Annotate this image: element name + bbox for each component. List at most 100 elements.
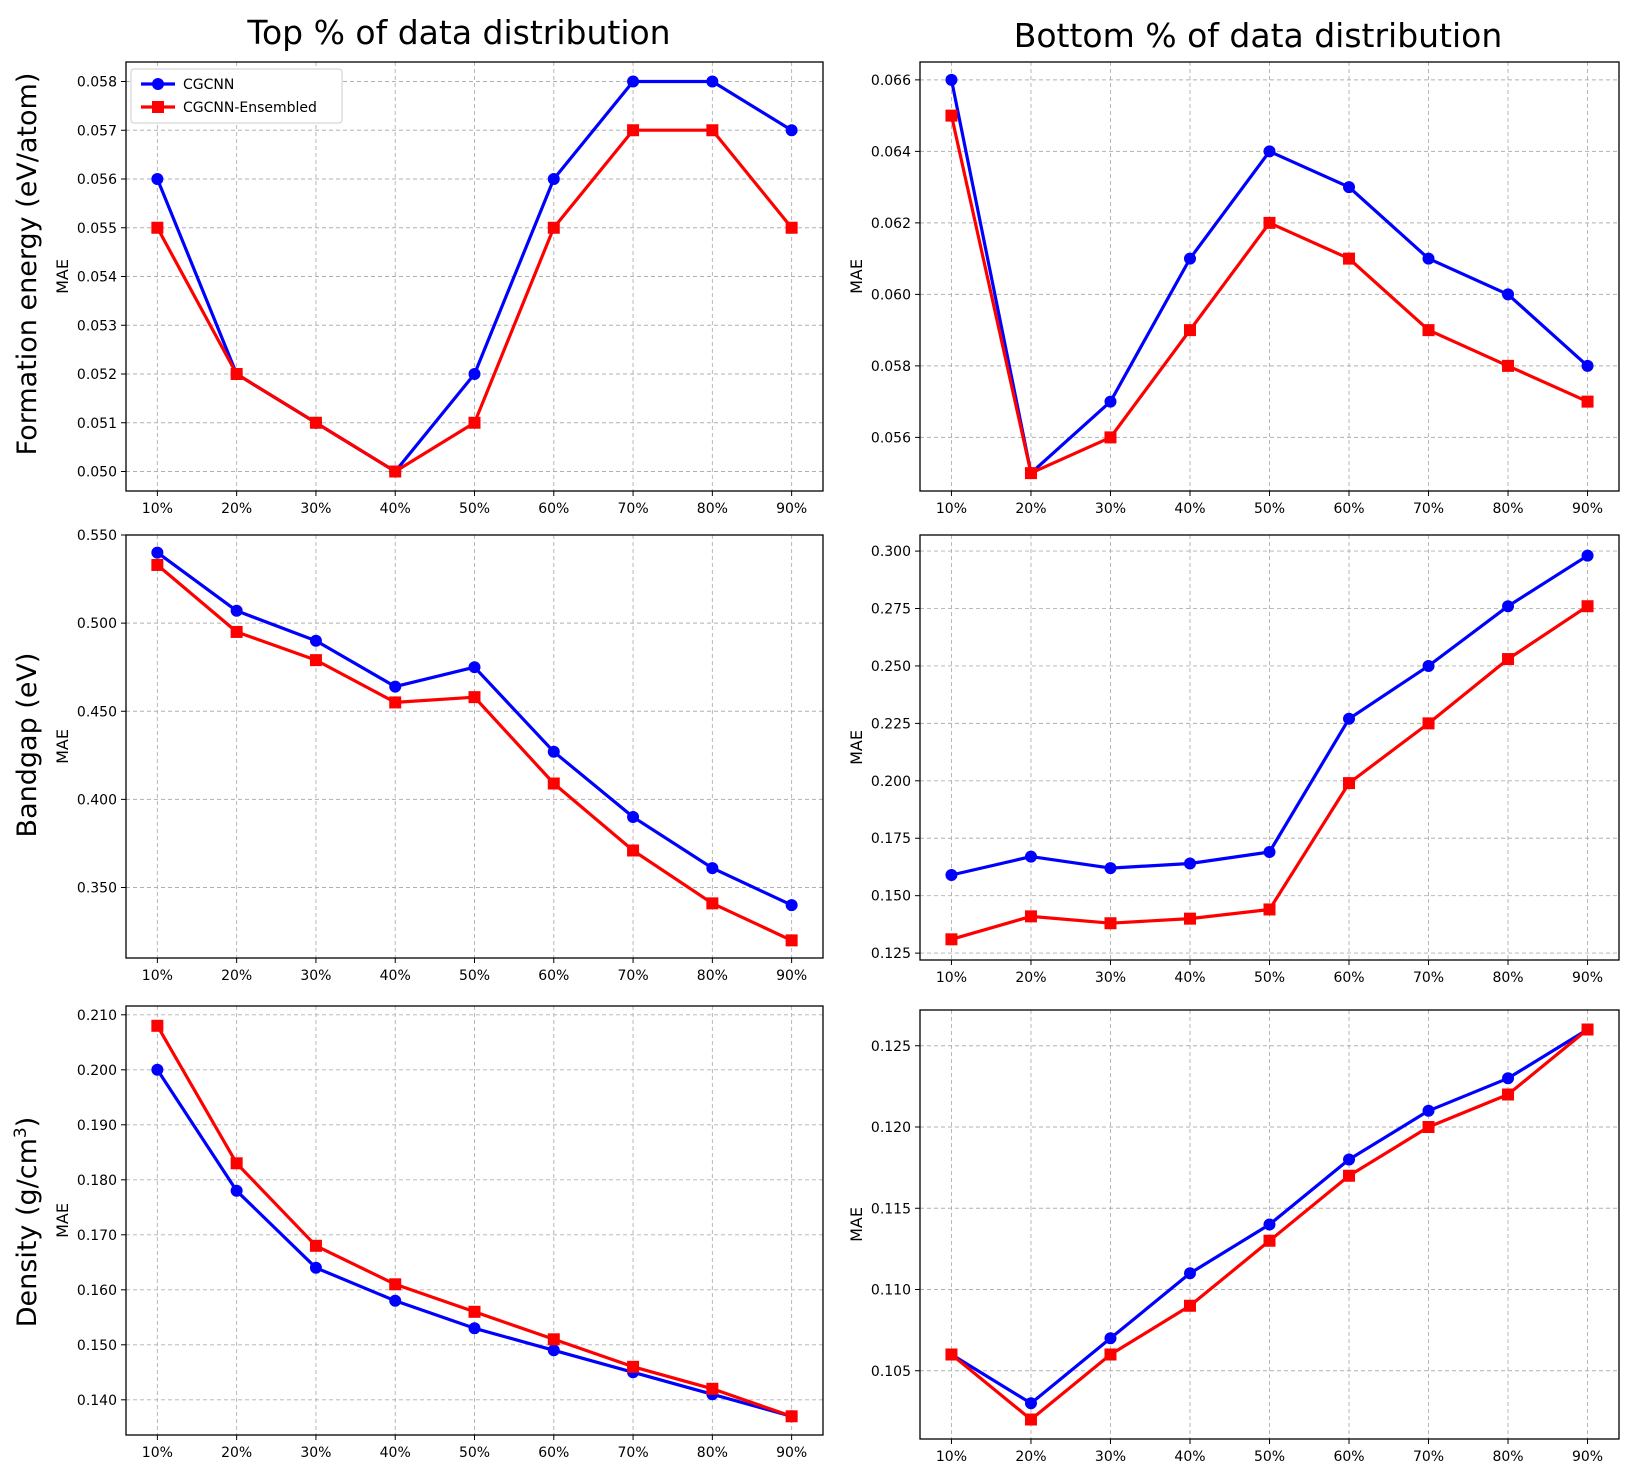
- marker-cgcnn-ensembled: [1263, 1234, 1276, 1247]
- marker-cgcnn: [1581, 359, 1594, 372]
- y-tick-label: 0.450: [77, 704, 117, 720]
- marker-cgcnn-ensembled: [706, 124, 719, 137]
- x-tick-label: 70%: [618, 968, 649, 984]
- marker-cgcnn-ensembled: [1263, 216, 1276, 229]
- marker-cgcnn-ensembled: [1183, 324, 1196, 337]
- marker-cgcnn-ensembled: [309, 416, 322, 429]
- marker-cgcnn-ensembled: [1263, 903, 1276, 916]
- marker-cgcnn: [309, 1261, 322, 1274]
- panel-r0-c1: 10% 20% 30% 40% 50% 60% 70% 80% 90% 0.056 0.058 0.0…: [847, 61, 1620, 517]
- y-tick-label: 0.140: [77, 1393, 117, 1409]
- x-tick-label: 10%: [142, 968, 173, 984]
- x-tick-label: 30%: [1095, 501, 1126, 517]
- marker-cgcnn: [1183, 252, 1196, 265]
- marker-cgcnn: [706, 862, 719, 875]
- marker-cgcnn: [151, 546, 164, 559]
- marker-cgcnn-ensembled: [945, 1348, 958, 1361]
- marker-cgcnn-ensembled: [151, 1019, 164, 1032]
- x-tick-label: 60%: [538, 501, 569, 517]
- x-tick-label: 40%: [1174, 970, 1205, 986]
- y-axis-label: MAE: [53, 1203, 72, 1238]
- marker-cgcnn-ensembled: [151, 558, 164, 571]
- y-tick-label: 0.550: [77, 528, 117, 544]
- x-tick-label: 90%: [776, 1445, 807, 1461]
- marker-cgcnn-ensembled: [945, 109, 958, 122]
- x-tick-label: 30%: [300, 968, 331, 984]
- x-tick-label: 70%: [618, 501, 649, 517]
- row-label-density: Density (g/cm3): [11, 1117, 43, 1328]
- x-tick-label: 40%: [380, 968, 411, 984]
- marker-cgcnn-ensembled: [1024, 910, 1037, 923]
- x-tick-label: 70%: [618, 1445, 649, 1461]
- y-tick-label: 0.175: [871, 831, 911, 847]
- y-tick-label: 0.180: [77, 1173, 117, 1189]
- marker-cgcnn-ensembled: [1104, 431, 1117, 444]
- panel-r2-c0: 10% 20% 30% 40% 50% 60% 70% 80% 90% 0.140 0.150 0.1…: [53, 1005, 824, 1461]
- marker-cgcnn-ensembled: [1581, 1023, 1594, 1036]
- y-tick-label: 0.053: [77, 318, 117, 334]
- legend-label-cgcnn-ensembled: CGCNN-Ensembled: [183, 100, 317, 116]
- marker-cgcnn: [945, 73, 958, 86]
- marker-cgcnn: [1422, 252, 1435, 265]
- y-tick-label: 0.054: [77, 270, 117, 286]
- x-tick-label: 10%: [142, 1445, 173, 1461]
- row-label-density-text: Density (g/cm: [12, 1138, 43, 1327]
- panel-r1-c1: 10% 20% 30% 40% 50% 60% 70% 80% 90% 0.125 0.150 0.1…: [847, 534, 1620, 986]
- legend-marker-cgcnn: [152, 78, 164, 90]
- marker-cgcnn-ensembled: [230, 368, 243, 380]
- marker-cgcnn: [547, 745, 560, 758]
- row-label-bandgap: Bandgap (eV): [12, 653, 43, 838]
- y-tick-label: 0.066: [871, 73, 911, 89]
- marker-cgcnn-ensembled: [627, 124, 640, 137]
- x-tick-label: 50%: [1254, 501, 1285, 517]
- y-tick-label: 0.125: [871, 1039, 911, 1055]
- marker-cgcnn: [151, 1063, 164, 1076]
- x-tick-label: 10%: [936, 1449, 967, 1465]
- y-tick-label: 0.200: [77, 1063, 117, 1079]
- x-tick-label: 80%: [697, 968, 728, 984]
- y-tick-label: 0.250: [871, 659, 911, 675]
- marker-cgcnn: [151, 173, 164, 185]
- y-axis-label: MAE: [847, 1207, 866, 1242]
- marker-cgcnn: [627, 75, 640, 88]
- y-tick-label: 0.125: [871, 946, 911, 962]
- x-tick-label: 20%: [1015, 501, 1046, 517]
- y-axis-label: MAE: [53, 259, 72, 294]
- legend-label-cgcnn: CGCNN: [183, 77, 234, 93]
- marker-cgcnn: [468, 1322, 481, 1335]
- x-tick-label: 50%: [1254, 1449, 1285, 1465]
- marker-cgcnn-ensembled: [547, 221, 560, 234]
- marker-cgcnn: [1024, 850, 1037, 863]
- marker-cgcnn-ensembled: [1502, 359, 1515, 372]
- y-tick-label: 0.057: [77, 123, 117, 139]
- x-tick-label: 60%: [538, 968, 569, 984]
- marker-cgcnn-ensembled: [1422, 717, 1435, 730]
- y-tick-label: 0.115: [871, 1201, 911, 1217]
- x-tick-label: 90%: [776, 968, 807, 984]
- x-tick-label: 80%: [697, 1445, 728, 1461]
- legend-box: [130, 68, 343, 124]
- marker-cgcnn: [1263, 1218, 1276, 1231]
- row-label-density-sup: 3: [11, 1127, 31, 1138]
- x-tick-label: 60%: [538, 1445, 569, 1461]
- marker-cgcnn: [1502, 288, 1515, 301]
- marker-cgcnn-ensembled: [1343, 1169, 1356, 1182]
- marker-cgcnn: [1581, 549, 1594, 562]
- column-title-top: Top % of data distribution: [246, 13, 670, 52]
- marker-cgcnn: [230, 1184, 243, 1197]
- row-label-density-tail: ): [12, 1117, 43, 1128]
- marker-cgcnn: [468, 661, 481, 674]
- marker-cgcnn-ensembled: [547, 777, 560, 790]
- x-tick-label: 80%: [697, 501, 728, 517]
- y-tick-label: 0.056: [77, 172, 117, 188]
- marker-cgcnn-ensembled: [468, 416, 481, 429]
- marker-cgcnn: [230, 604, 243, 617]
- y-tick-label: 0.200: [871, 774, 911, 790]
- panel-r1-c0: 10% 20% 30% 40% 50% 60% 70% 80% 90% 0.350 0.400 0.4…: [53, 528, 824, 984]
- marker-cgcnn: [1024, 1397, 1037, 1410]
- x-tick-label: 20%: [221, 1445, 252, 1461]
- marker-cgcnn: [706, 75, 719, 88]
- marker-cgcnn: [468, 368, 481, 380]
- y-tick-label: 0.058: [77, 75, 117, 91]
